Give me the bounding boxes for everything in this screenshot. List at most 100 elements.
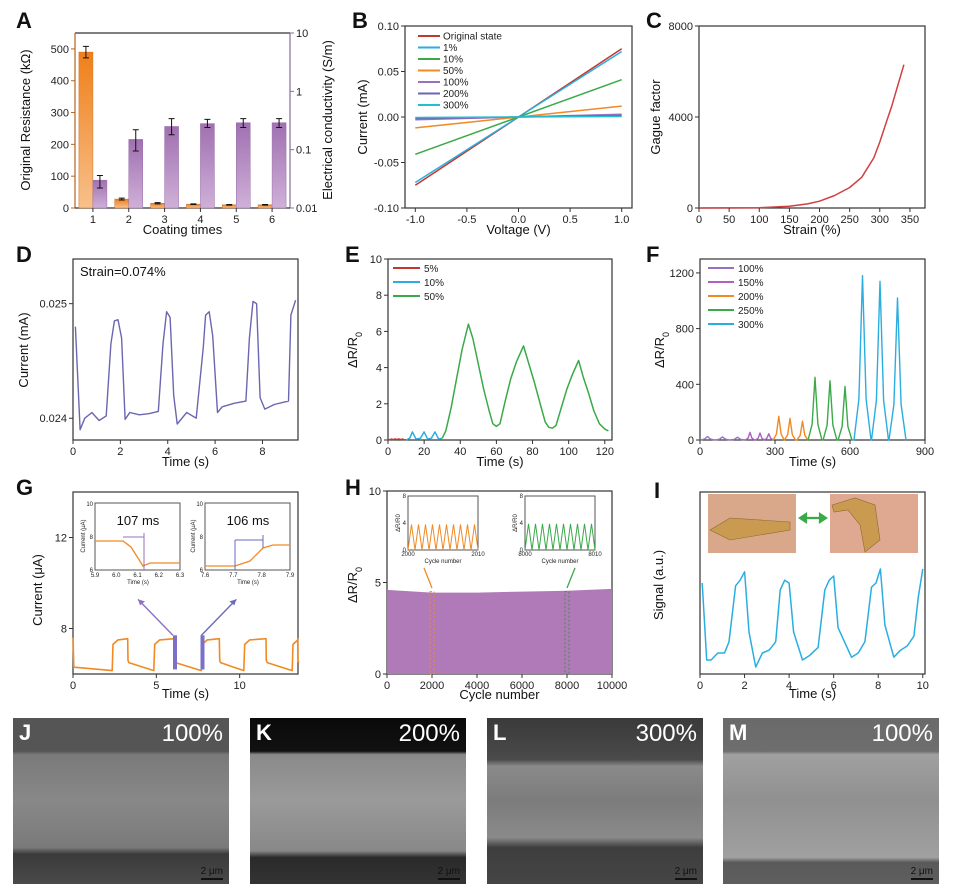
x-tick-label: 0 [697, 446, 703, 458]
inset-y-tick-label: 6 [200, 568, 204, 574]
series-line-300pct [852, 275, 907, 441]
arrow-head [229, 599, 237, 606]
scale-bar: 2 μm [437, 866, 460, 880]
inset-x-tick-label: 6.1 [133, 573, 142, 579]
y-tick-label: 8 [376, 290, 382, 302]
plot-frame [72, 258, 299, 441]
sem-label: M [729, 720, 748, 745]
inset-y-tick-label: 10 [196, 502, 203, 508]
arrow-to-inset [200, 598, 237, 636]
highlight-region [200, 635, 205, 670]
inset-x-tick-label: 6.2 [155, 573, 164, 579]
inset-y-axis-label: Current (μA) [81, 519, 87, 552]
x-tick-label: 0.0 [511, 214, 526, 226]
plot-frame [387, 258, 613, 441]
x-tick-label: 300 [871, 214, 889, 226]
x-axis-label: Time (s) [476, 454, 523, 469]
inset-frame [204, 502, 291, 571]
y-tick-label: 8 [61, 624, 67, 636]
panel-letter: A [16, 8, 32, 33]
x-axis-label: Strain (%) [783, 222, 841, 237]
sem-label: J [19, 720, 32, 745]
y-axis-label: Original Resistance (kΩ) [18, 49, 33, 190]
y-axis-label: Current (mA) [16, 312, 31, 387]
y-tick-label: 8000 [669, 21, 693, 33]
legend-label: 10% [424, 278, 444, 289]
legend-label: 200% [738, 292, 764, 303]
scale-bar: 2 μm [200, 866, 223, 880]
bar-conductivity [236, 122, 251, 209]
legend-label: 300% [738, 320, 764, 331]
x-tick-label: 5 [153, 680, 159, 692]
x-axis-label: Time (s) [789, 454, 836, 469]
x-tick-label: 0 [70, 680, 76, 692]
inset-x-axis-label: Time (s) [237, 580, 259, 586]
legend-label: 150% [738, 278, 764, 289]
x-tick-label: 3 [162, 214, 168, 226]
x-tick-label: 2 [741, 680, 747, 692]
error-bar [276, 118, 283, 128]
x-tick-label: -1.0 [406, 214, 425, 226]
y-axis-label: ΔR/R0 [345, 567, 364, 603]
y-tick-label: 5 [375, 578, 381, 590]
x-tick-label: 0 [385, 446, 391, 458]
panel-letter: D [16, 242, 32, 267]
inset-y-axis-label: Current (μA) [191, 519, 197, 552]
y-right-axis-label: Electrical conductivity (S/m) [320, 40, 335, 200]
y-tick-label: 6 [376, 326, 382, 338]
x-tick-label: 350 [901, 214, 919, 226]
y-tick-label: 300 [51, 108, 69, 120]
scale-bar: 2 μm [910, 866, 933, 880]
inset-x-tick-label: 6.3 [176, 573, 185, 579]
x-tick-label: 8 [875, 680, 881, 692]
error-bar [226, 204, 233, 206]
y-axis-label: Current (μA) [30, 554, 45, 626]
y-tick-label: -0.10 [374, 203, 399, 215]
plot-frame [698, 25, 926, 209]
inset-x-tick-label: 7.6 [201, 573, 210, 579]
x-tick-label: 6 [212, 446, 218, 458]
cycle-area [387, 588, 612, 674]
x-tick-label: 6 [831, 680, 837, 692]
error-bar [240, 118, 247, 128]
x-tick-label: 2000 [420, 680, 444, 692]
panel-letter: C [646, 8, 662, 33]
x-tick-label: 0 [384, 680, 390, 692]
legend-label: Original state [443, 32, 502, 43]
x-tick-label: 40 [454, 446, 466, 458]
series-line-200pct [772, 415, 809, 441]
sem-strain: 300% [635, 720, 697, 747]
sem-strain: 100% [871, 720, 933, 747]
bar-resistance [78, 51, 94, 209]
x-tick-label: 8000 [555, 680, 579, 692]
x-tick-label: 900 [916, 446, 934, 458]
inset-x-tick-label: 7.9 [286, 573, 295, 579]
x-tick-label: 6000 [510, 680, 534, 692]
inset-line [95, 540, 180, 567]
y-tick-label: 0 [687, 203, 693, 215]
error-bar [82, 45, 89, 59]
series-line-300 [415, 115, 622, 119]
scale-bar-label: 2 μm [437, 866, 460, 877]
y-tick-label: -0.05 [374, 158, 399, 170]
panel-letter: I [654, 478, 660, 503]
x-tick-label: 1 [90, 214, 96, 226]
highlight-region [173, 635, 177, 670]
y-tick-label: 0 [376, 435, 382, 447]
sem-image-l: L 300% 2 μm [487, 718, 703, 884]
finger-shape [709, 517, 791, 541]
y-axis-label: Current (mA) [355, 79, 370, 154]
current-line [72, 637, 300, 672]
y-axis-label: ΔR/R0 [345, 332, 364, 368]
x-tick-label: 0 [697, 680, 703, 692]
x-tick-label: 150 [780, 214, 798, 226]
inset-y-tick-label: 10 [86, 502, 93, 508]
sem-label: L [493, 720, 507, 745]
gauge-factor-line [698, 64, 905, 209]
x-tick-label: 4 [786, 680, 792, 692]
y-tick-label: 800 [676, 324, 694, 336]
error-bar [96, 175, 103, 189]
inset-y-tick-label: 4 [403, 521, 407, 527]
x-tick-label: 250 [840, 214, 858, 226]
